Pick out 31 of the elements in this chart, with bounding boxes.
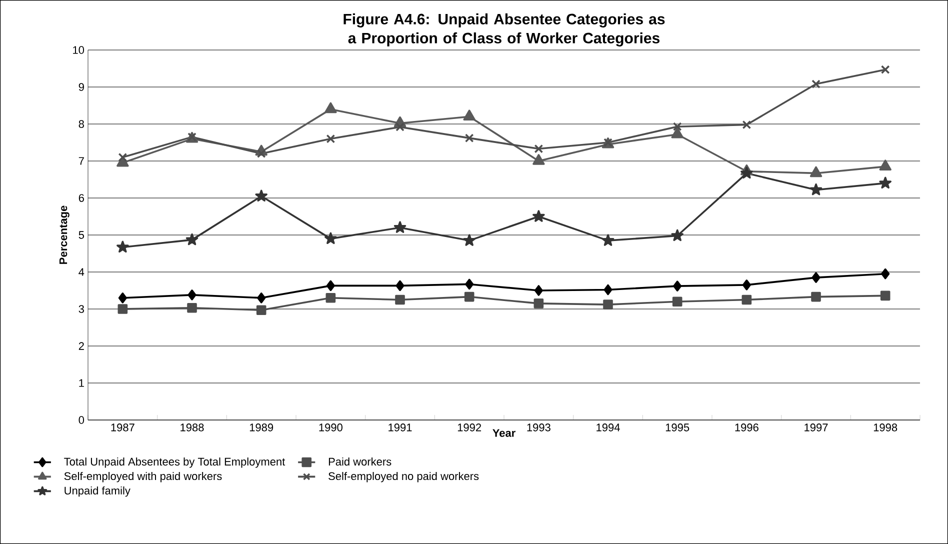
x-tick-label: 1991: [388, 424, 412, 432]
x-tick-label: 1996: [735, 424, 758, 432]
y-tick-label: 1: [79, 379, 84, 387]
y-axis-title: Percentage: [59, 206, 70, 264]
y-tick-label: 6: [78, 194, 84, 202]
x-tick-label: 1988: [180, 424, 204, 432]
legend-label: Self-employed with paid workers: [64, 472, 222, 482]
x-tick-label: 1998: [874, 424, 898, 432]
y-tick-label: 4: [78, 268, 84, 276]
y-tick-label: 8: [78, 120, 84, 128]
x-tick-label: 1997: [804, 424, 828, 432]
legend-label: Self-employed no paid workers: [328, 472, 479, 482]
x-tick-label: 1989: [250, 424, 274, 432]
y-tick-label: 9: [78, 83, 84, 91]
legend-label: Paid workers: [328, 458, 392, 466]
legend-label: Unpaid family: [64, 486, 130, 497]
x-tick-label: 1995: [666, 424, 690, 432]
y-tick-label: 2: [78, 342, 84, 350]
x-axis-title: Year: [492, 429, 516, 437]
x-tick-label: 1993: [527, 424, 550, 432]
legend-label: Total Unpaid Absentees by Total Employment: [64, 458, 286, 468]
x-tick-label: 1994: [596, 424, 620, 432]
y-tick-label: 10: [73, 46, 84, 54]
x-tick-label: 1992: [458, 424, 482, 432]
x-tick-label: 1987: [111, 424, 134, 432]
y-tick-label: 5: [78, 231, 84, 239]
y-tick-label: 0: [78, 416, 84, 424]
x-tick-label: 1990: [319, 424, 342, 432]
y-tick-label: 3: [78, 305, 84, 313]
y-tick-label: 7: [78, 157, 84, 165]
chart-title: Figure A4.6: Unpaid Absentee Categories as a Proportion of Class of Worker Categories: [344, 13, 665, 46]
